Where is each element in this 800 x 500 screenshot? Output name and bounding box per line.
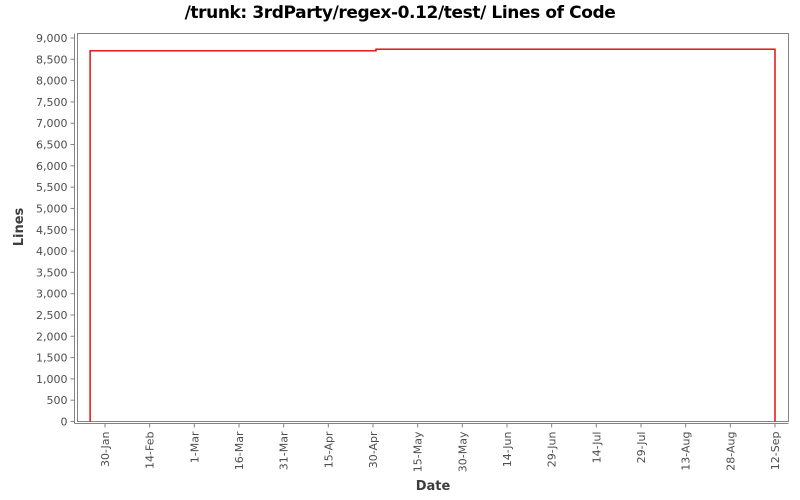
- plot-layer: 0 500 1,000 1,500 2,000 2,500 3,000 3,500 4,000 4…: [36, 32, 789, 472]
- x-tick-label: 15-Apr: [322, 431, 335, 468]
- x-tick-label: 30-Apr: [367, 431, 380, 468]
- x-axis-title: Date: [416, 479, 451, 494]
- y-tick-label: 1,500: [36, 352, 68, 365]
- y-tick-label: 4,500: [36, 224, 68, 237]
- y-tick-label: 5,500: [36, 181, 68, 194]
- x-tick-label: 29-Jul: [635, 432, 648, 464]
- y-tick-label: 8,500: [36, 53, 68, 66]
- y-tick-label: 9,000: [36, 32, 68, 45]
- y-tick-label: 0: [61, 416, 68, 429]
- y-tick-label: 4,000: [36, 245, 68, 258]
- x-tick-label: 30-Jan: [99, 431, 112, 467]
- chart-title: /trunk: 3rdParty/regex-0.12/test/ Lines …: [184, 3, 616, 23]
- y-tick-label: 1,000: [36, 373, 68, 386]
- y-tick-label: 2,000: [36, 330, 68, 343]
- x-tick-label: 31-Mar: [278, 431, 291, 470]
- x-tick-label: 30-May: [456, 431, 469, 472]
- y-axis-title: Lines: [12, 207, 27, 246]
- x-tick-label: 13-Aug: [680, 432, 693, 471]
- x-tick-label: 14-Jul: [590, 432, 603, 464]
- x-tick-label: 14-Feb: [144, 431, 157, 468]
- x-tick-label: 15-May: [412, 431, 425, 472]
- x-tick-label: 14-Jun: [501, 431, 514, 467]
- y-tick-label: 6,000: [36, 160, 68, 173]
- y-tick-label: 500: [47, 394, 68, 407]
- y-tick-label: 7,500: [36, 96, 68, 109]
- y-tick-label: 5,000: [36, 202, 68, 215]
- x-tick-label: 12-Sep: [769, 431, 782, 470]
- x-tick-label: 16-Mar: [233, 431, 246, 470]
- plot-frame: [77, 33, 789, 422]
- y-tick-label: 3,000: [36, 288, 68, 301]
- y-tick-label: 7,000: [36, 117, 68, 130]
- x-tick-label: 1-Mar: [188, 431, 201, 463]
- x-tick-label: 29-Jun: [546, 431, 559, 467]
- y-tick-label: 8,000: [36, 75, 68, 88]
- y-tick-label: 2,500: [36, 309, 68, 322]
- x-tick-label: 28-Aug: [724, 432, 737, 471]
- loc-series-line: [89, 48, 776, 422]
- y-tick-label: 6,500: [36, 139, 68, 152]
- y-tick-label: 3,500: [36, 266, 68, 279]
